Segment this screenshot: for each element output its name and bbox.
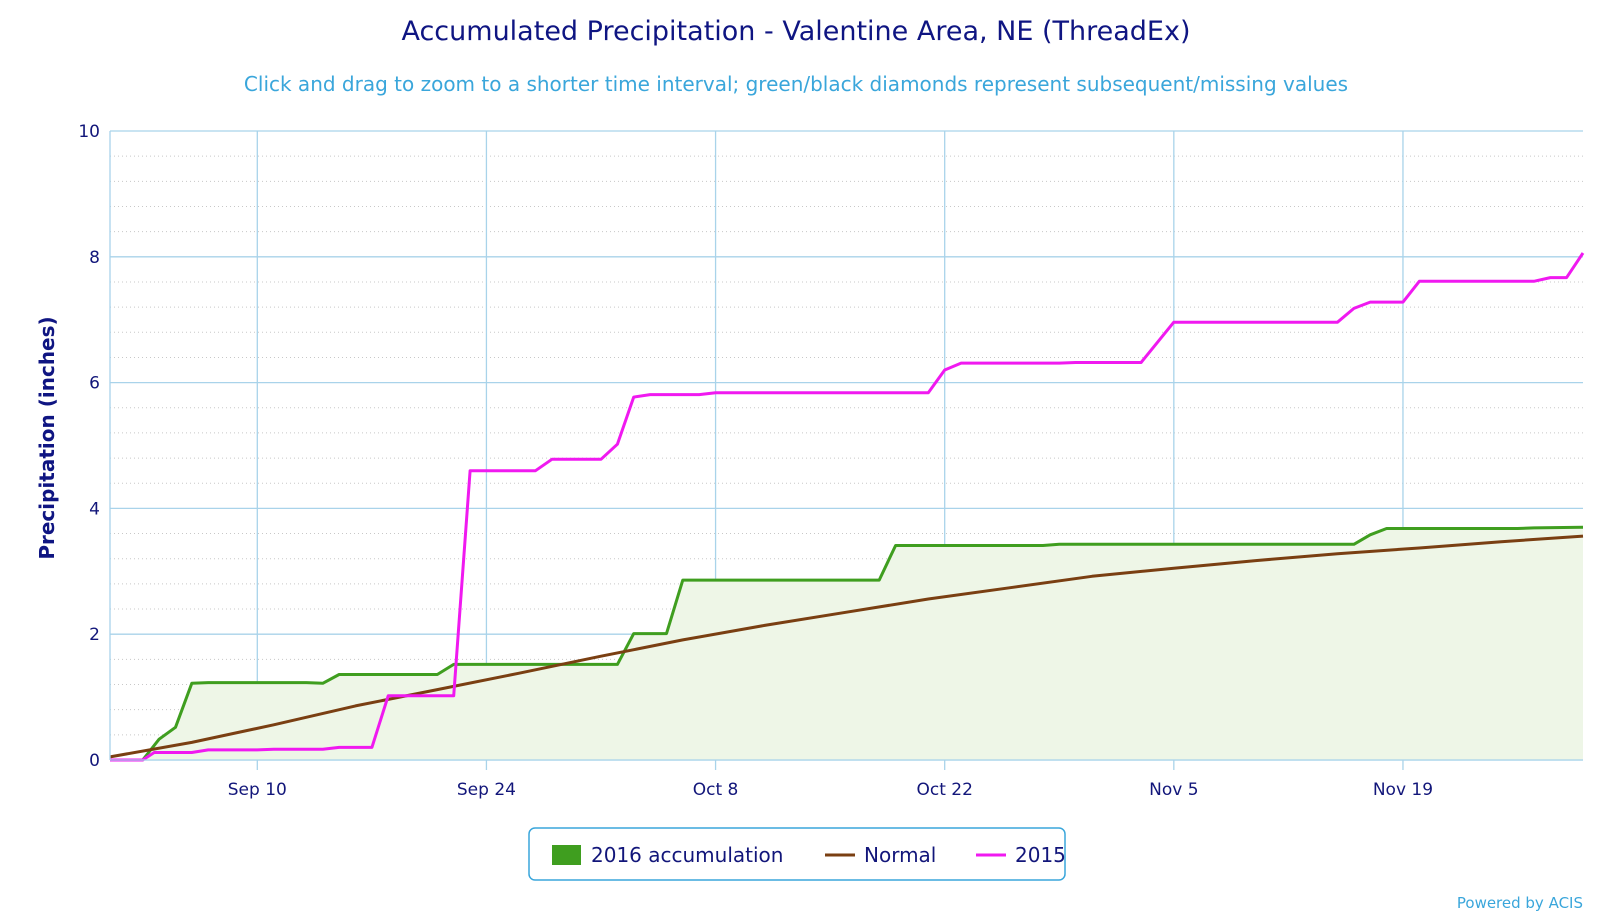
x-tick-label: Sep 24: [457, 780, 516, 800]
grid: [110, 130, 1583, 761]
x-tick-label: Nov 5: [1149, 780, 1198, 800]
series-2016-accumulation-area: [110, 527, 1583, 760]
y-tick-label: 10: [78, 122, 100, 142]
chart-subtitle: Click and drag to zoom to a shorter time…: [244, 72, 1348, 96]
legend-item-normal[interactable]: Normal: [825, 843, 936, 867]
y-tick-label: 2: [89, 625, 100, 645]
chart-title: Accumulated Precipitation - Valentine Ar…: [401, 16, 1190, 47]
legend-box: [528, 827, 1066, 881]
x-tick-label: Nov 19: [1373, 780, 1433, 800]
series-layer: [109, 252, 1585, 762]
y-tick-label: 0: [89, 751, 100, 771]
legend-item-2015[interactable]: 2015: [976, 843, 1066, 867]
credits-link[interactable]: Powered by ACIS: [1457, 894, 1583, 912]
x-tick-label: Sep 10: [228, 780, 287, 800]
legend-label: Normal: [864, 843, 936, 867]
axes: 0 2 4 6 8 10 Sep 10 Sep 24 Oct 8 Oct 22 Nov 5 Nov 1…: [78, 122, 1583, 800]
series-2015-line[interactable]: [110, 252, 1585, 762]
series-normal-line[interactable]: [109, 534, 1584, 759]
y-tick-label: 6: [89, 374, 100, 394]
x-tick-label: Oct 8: [693, 780, 739, 800]
legend-swatch: [552, 845, 581, 865]
y-tick-label: 4: [89, 499, 100, 519]
legend-label: 2015: [1015, 843, 1066, 867]
legend-label: 2016 accumulation: [591, 843, 783, 867]
y-axis-label: Precipitation (inches): [35, 316, 59, 559]
legend-item-2016-accumulation[interactable]: 2016 accumulation: [552, 843, 783, 867]
legend: 2016 accumulation Normal 2015: [528, 827, 1066, 881]
series-2016-accumulation-line[interactable]: [110, 525, 1584, 762]
x-tick-label: Oct 22: [916, 780, 972, 800]
y-tick-label: 8: [89, 248, 100, 268]
